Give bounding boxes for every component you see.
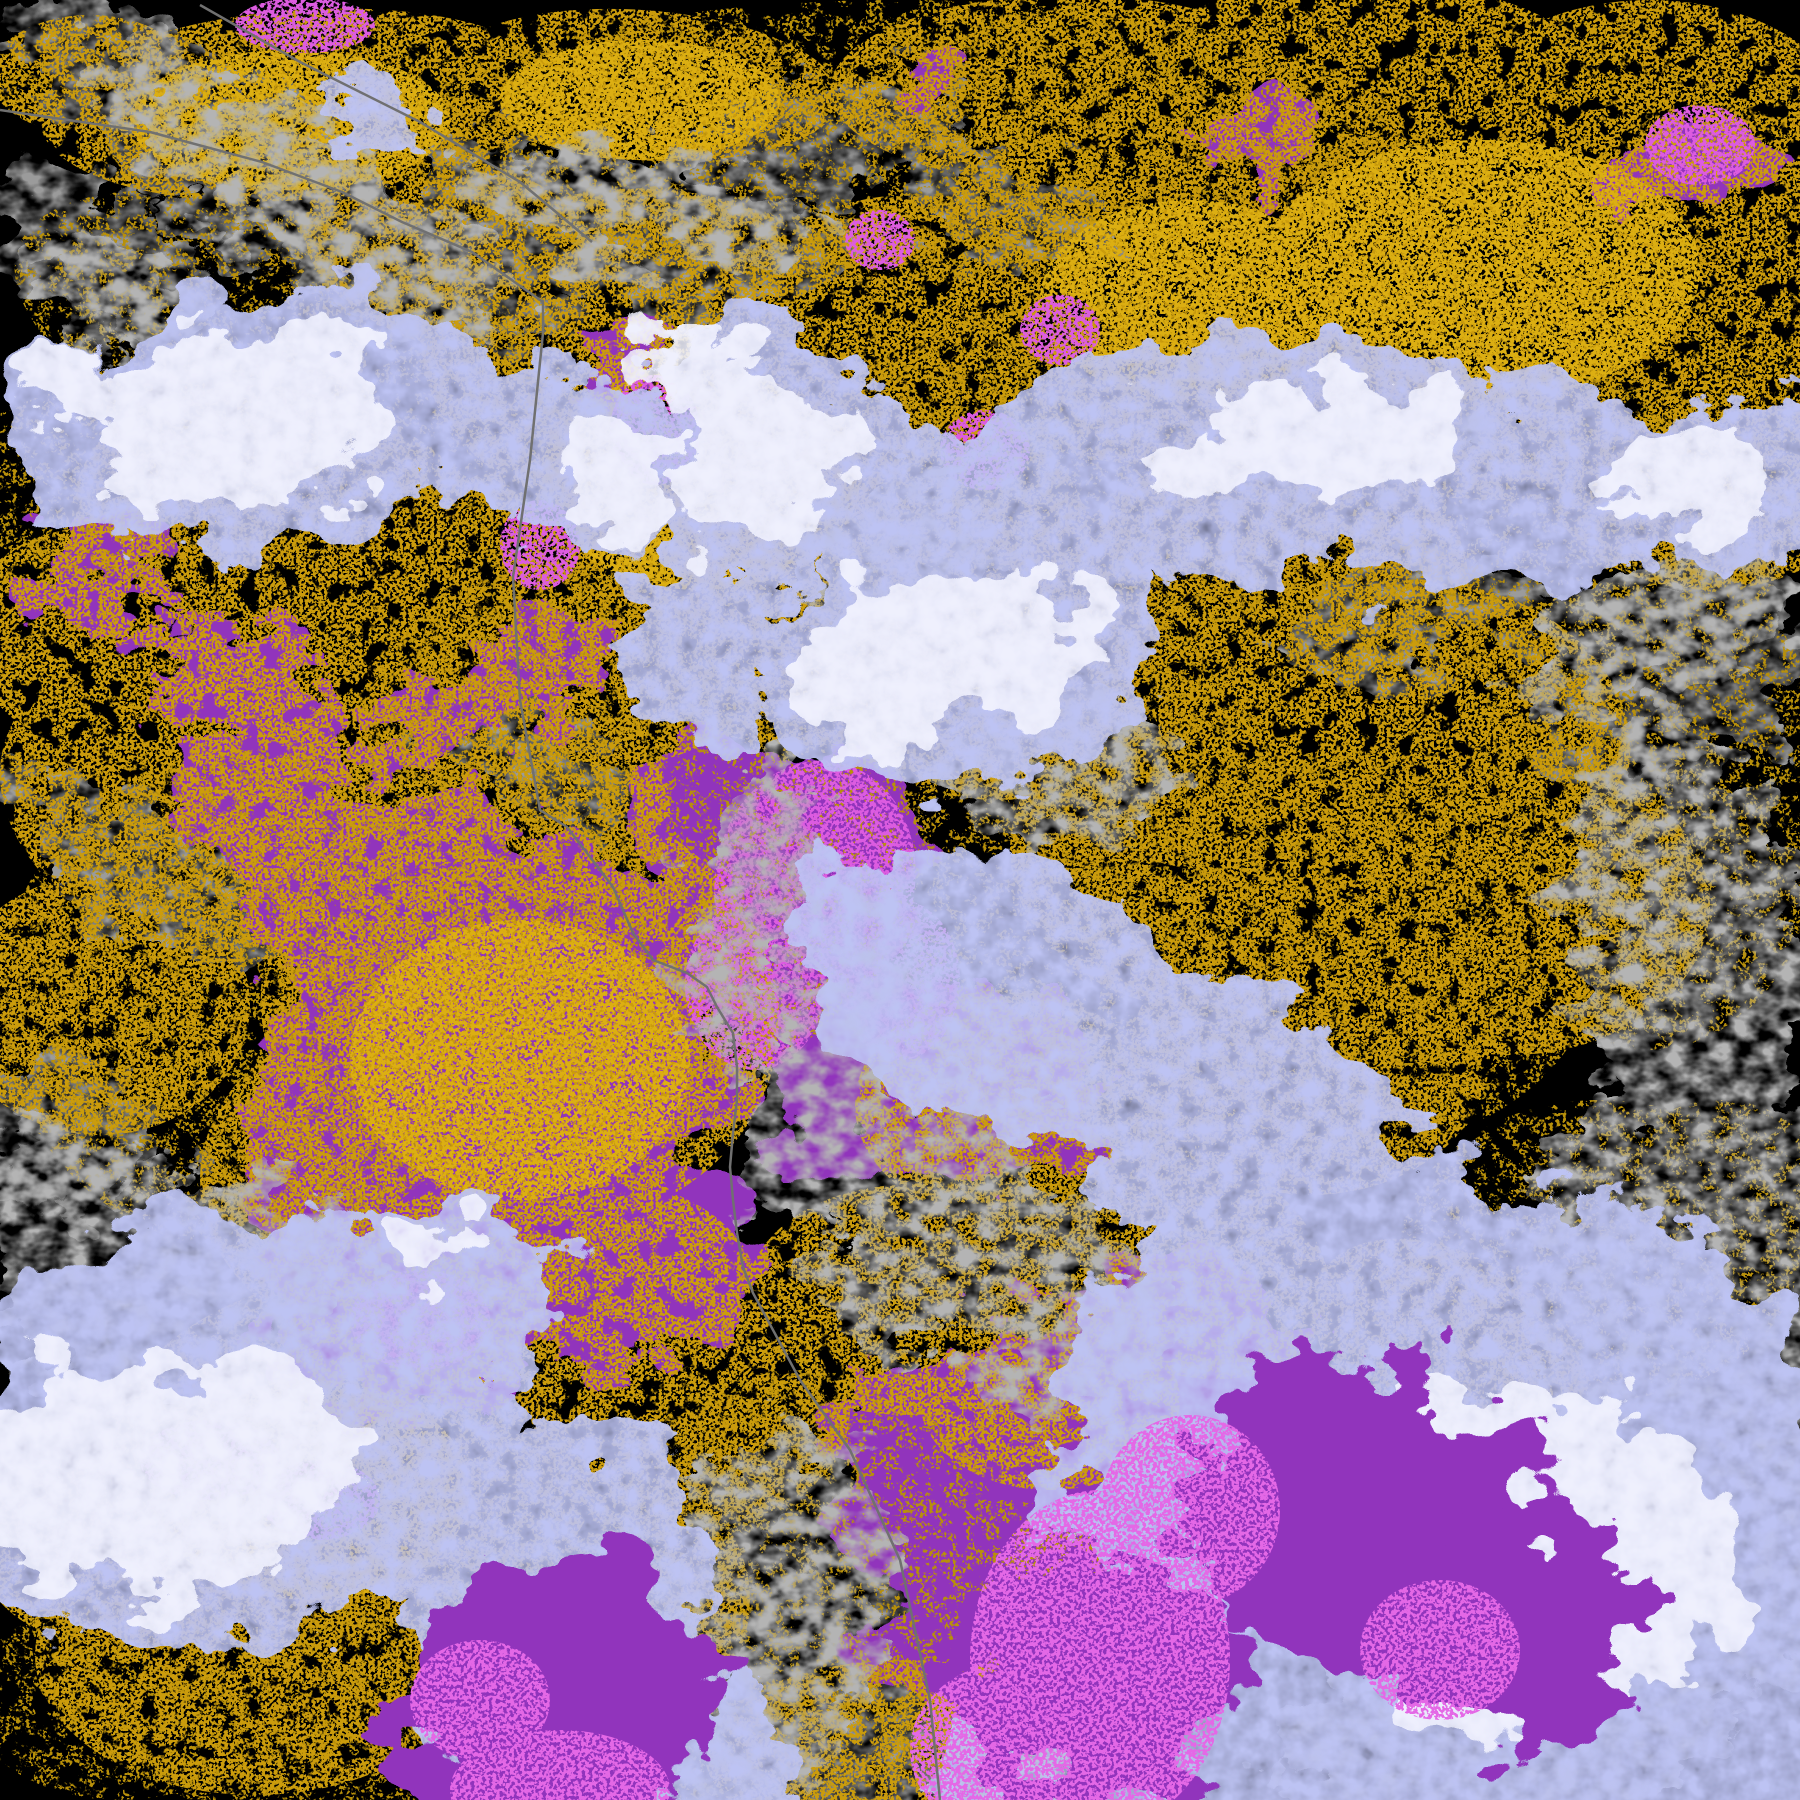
cloud-blob (640, 305, 740, 395)
cloud-blob (1020, 295, 1100, 365)
cloud-blob (575, 425, 665, 535)
cloud-blob (500, 40, 780, 160)
layer-white-cloud-cores (0, 305, 1760, 1730)
cloud-blob (1151, 386, 1469, 514)
cloud-blob (845, 210, 915, 270)
cloud-blob (1360, 1580, 1520, 1720)
cloud-blob (86, 46, 514, 344)
cloud-blob (350, 920, 690, 1200)
cloud-blob (692, 757, 818, 1053)
cloud-blob (910, 1660, 1130, 1800)
cloud-blob (388, 1215, 472, 1285)
cloud-blob (0, 875, 250, 1135)
cloud-blob (800, 645, 930, 755)
cloud-blob (35, 342, 145, 418)
cloud-blob (1260, 140, 1700, 400)
cloud-blob (320, 80, 440, 160)
cloud-blob (675, 360, 845, 550)
cloud-blob (471, 145, 809, 265)
cloud-blob (1517, 536, 1800, 704)
cloud-blob (1566, 722, 1800, 1138)
layer-magenta-over-cloud (410, 1415, 1520, 1800)
cloud-blob (1600, 430, 1760, 530)
cloud-blob (410, 1640, 550, 1760)
cloud-blob (610, 560, 800, 730)
cloud-blob (235, 0, 375, 53)
cloud-blob (0, 1120, 145, 1260)
coastline-trace (0, 108, 942, 1800)
coastline-trace (199, 3, 593, 243)
cloud-blob (0, 1349, 360, 1591)
cloud-blob (1100, 1415, 1280, 1605)
cloud-blob (81, 327, 399, 503)
cloud-blob (1645, 105, 1755, 185)
